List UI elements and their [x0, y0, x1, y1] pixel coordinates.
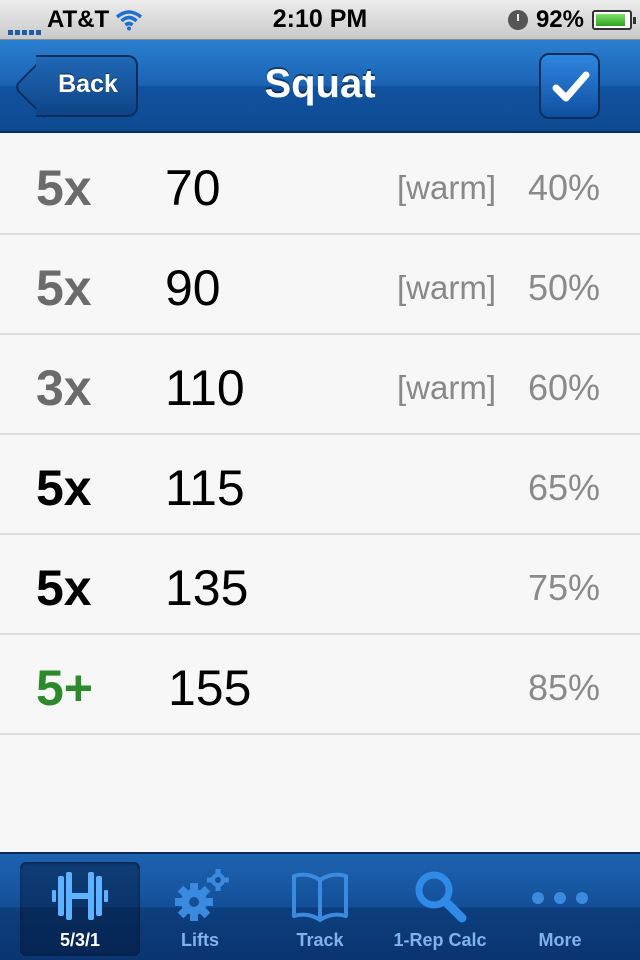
set-percent: 40% — [527, 167, 600, 208]
set-row[interactable]: 5x 90 [warm] 50% — [0, 235, 640, 335]
tab-label: More — [538, 930, 582, 950]
set-reps: 5x — [36, 560, 92, 616]
barbell-icon — [52, 872, 108, 920]
book-icon — [292, 872, 348, 922]
set-reps: 5x — [36, 160, 92, 216]
status-bar: AT&T 2:10 PM 92% — [0, 0, 640, 40]
set-reps: 5x — [36, 260, 92, 316]
set-percent: 50% — [527, 267, 600, 308]
checkmark-icon — [552, 71, 590, 102]
status-left: AT&T — [8, 0, 143, 40]
tab-track[interactable]: Track — [260, 862, 380, 956]
set-percent: 60% — [527, 367, 600, 408]
battery-icon — [592, 10, 636, 30]
set-weight: 155 — [168, 660, 252, 716]
tab-label: Lifts — [181, 930, 219, 950]
search-icon — [415, 871, 467, 923]
back-button-label: Back — [58, 70, 118, 98]
page-title: Squat — [264, 62, 376, 106]
battery-percent: 92% — [535, 6, 584, 33]
status-right: 92% — [507, 0, 636, 40]
warmup-tag: [warm] — [397, 169, 496, 206]
tab-more[interactable]: More — [500, 862, 620, 956]
more-dots-icon — [532, 892, 588, 904]
set-row[interactable]: 3x 110 [warm] 60% — [0, 335, 640, 435]
tab-lifts[interactable]: Lifts — [140, 862, 260, 956]
status-time: 2:10 PM — [272, 5, 368, 33]
wifi-icon — [116, 10, 143, 31]
warmup-tag: [warm] — [397, 369, 496, 406]
signal-icon — [8, 15, 41, 35]
gears-icon — [175, 869, 229, 921]
carrier-label: AT&T — [47, 6, 110, 33]
set-percent: 85% — [527, 667, 600, 708]
tab-label: 5/3/1 — [59, 930, 101, 950]
set-row[interactable]: 5x 70 [warm] 40% — [0, 135, 640, 235]
set-reps: 5+ — [36, 660, 94, 716]
set-weight: 115 — [165, 460, 245, 516]
tab-label: Track — [296, 930, 344, 950]
battery-fill — [596, 14, 626, 26]
set-percent: 65% — [527, 467, 600, 508]
tab-label: 1-Rep Calc — [393, 930, 487, 950]
set-row[interactable]: 5x 115 65% — [0, 435, 640, 535]
set-weight: 90 — [165, 260, 221, 316]
set-percent: 75% — [527, 567, 600, 608]
tab-1rep-calc[interactable]: 1-Rep Calc — [380, 862, 500, 956]
set-reps: 3x — [36, 360, 92, 416]
tab-bar: 5/3/1 Lifts — [0, 852, 640, 960]
done-button[interactable] — [539, 53, 600, 119]
set-weight: 110 — [165, 360, 245, 416]
set-weight: 70 — [165, 160, 221, 216]
clock-icon — [507, 10, 528, 30]
set-row[interactable]: 5+ 155 85% — [0, 635, 640, 735]
set-row[interactable]: 5x 135 75% — [0, 535, 640, 635]
tab-531[interactable]: 5/3/1 — [20, 862, 140, 956]
navigation-bar: Back Squat — [0, 40, 640, 133]
set-list: 5x 70 [warm] 40% 5x 90 [warm] 50% 3x 110… — [0, 135, 640, 735]
back-button-body — [36, 55, 138, 117]
back-button[interactable]: Back — [12, 55, 138, 119]
set-weight: 135 — [165, 560, 249, 616]
warmup-tag: [warm] — [397, 269, 496, 306]
set-reps: 5x — [36, 460, 92, 516]
